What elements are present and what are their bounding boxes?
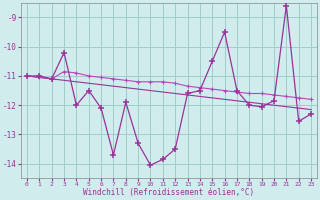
X-axis label: Windchill (Refroidissement éolien,°C): Windchill (Refroidissement éolien,°C) bbox=[84, 188, 255, 197]
